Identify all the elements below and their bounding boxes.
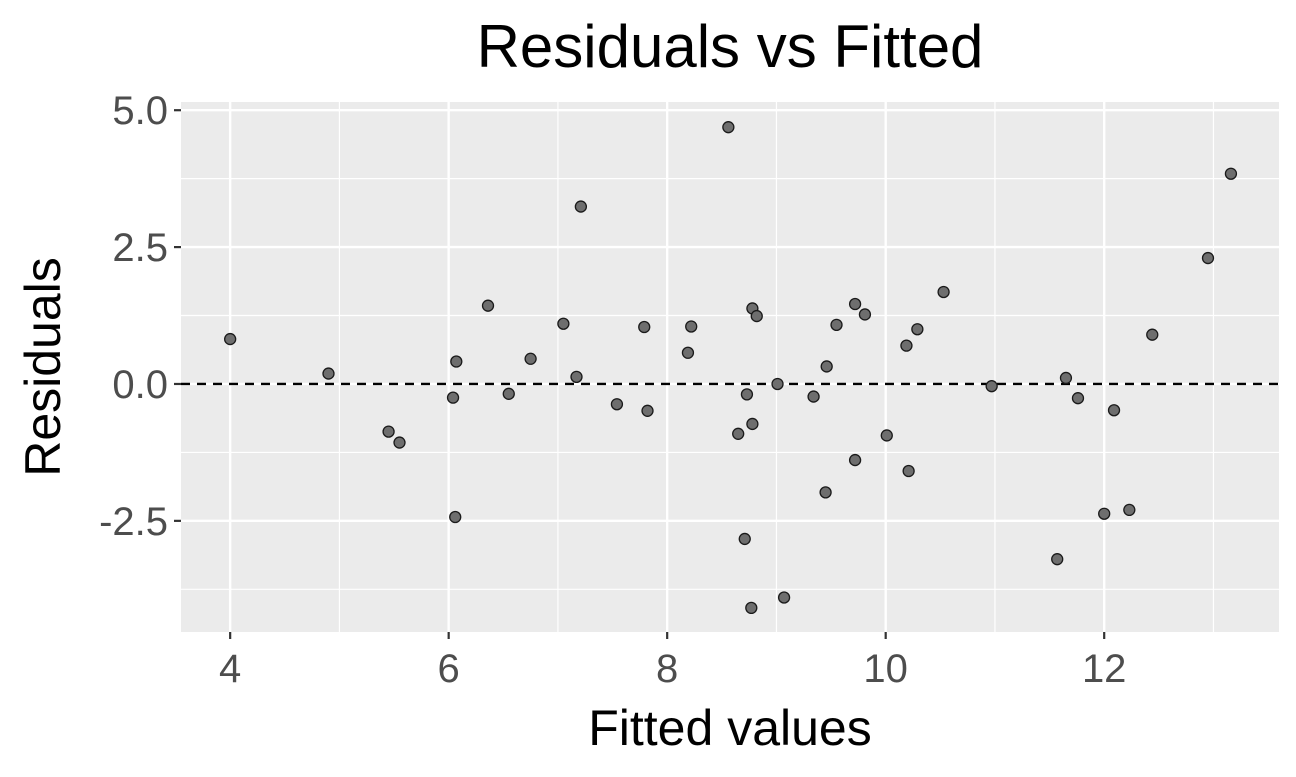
data-point	[481, 299, 495, 312]
data-point	[750, 309, 763, 323]
data-point	[1051, 553, 1064, 566]
x-tick-label: 4	[219, 647, 241, 691]
data-point	[722, 121, 735, 134]
data-point	[574, 200, 588, 213]
data-point	[641, 404, 654, 417]
data-point	[224, 332, 237, 346]
data-point	[746, 417, 759, 431]
minor-grid	[181, 102, 1279, 632]
y-tick-label: -2.5	[99, 500, 168, 544]
data-point	[900, 339, 913, 352]
data-point	[732, 427, 745, 440]
data-point	[880, 429, 893, 442]
data-point	[446, 391, 460, 404]
data-point	[1146, 328, 1159, 341]
data-point	[858, 308, 872, 321]
data-point	[557, 317, 570, 330]
data-point	[1071, 392, 1085, 405]
data-point	[638, 320, 651, 334]
data-points	[224, 121, 1238, 615]
x-tick-label: 10	[863, 647, 908, 691]
data-point	[450, 355, 463, 368]
major-grid	[181, 102, 1279, 632]
x-tick-label: 8	[656, 647, 678, 691]
data-point	[1201, 251, 1215, 265]
data-point	[848, 297, 862, 311]
data-point	[740, 388, 754, 401]
data-point	[937, 285, 950, 299]
data-point	[1107, 404, 1121, 417]
data-point	[322, 367, 335, 380]
y-tick-label: 0.0	[112, 363, 168, 407]
data-point	[1098, 507, 1111, 520]
data-point	[393, 436, 406, 449]
data-point	[449, 510, 462, 524]
data-point	[902, 464, 915, 478]
y-tick-label: 2.5	[112, 226, 168, 270]
data-point	[807, 390, 820, 403]
data-point	[1123, 503, 1136, 517]
chart-title: Residuals vs Fitted	[477, 13, 984, 80]
data-point	[848, 453, 862, 467]
data-point	[1224, 167, 1238, 180]
data-point	[771, 377, 784, 391]
y-axis: -2.5 0.0 2.5 5.0	[99, 89, 181, 544]
data-point	[1059, 371, 1073, 385]
data-point	[985, 380, 998, 393]
data-point	[745, 601, 758, 615]
data-point	[820, 360, 833, 373]
data-point	[524, 352, 537, 365]
data-point	[502, 387, 515, 400]
x-tick-label: 12	[1082, 647, 1127, 691]
x-axis: 4 6 8 10 12	[219, 632, 1126, 691]
data-point	[911, 323, 924, 336]
data-point	[830, 318, 843, 331]
y-tick-label: 5.0	[112, 89, 168, 133]
data-point	[382, 425, 395, 438]
y-axis-title: Residuals	[15, 257, 71, 477]
data-point	[610, 398, 624, 411]
x-tick-label: 6	[438, 647, 460, 691]
plot-panel	[181, 102, 1279, 632]
x-axis-title: Fitted values	[588, 700, 871, 756]
data-point	[777, 591, 791, 604]
data-point	[570, 370, 583, 384]
data-point	[738, 532, 751, 546]
data-point	[681, 346, 695, 359]
data-point	[819, 486, 832, 499]
data-point	[685, 320, 698, 333]
